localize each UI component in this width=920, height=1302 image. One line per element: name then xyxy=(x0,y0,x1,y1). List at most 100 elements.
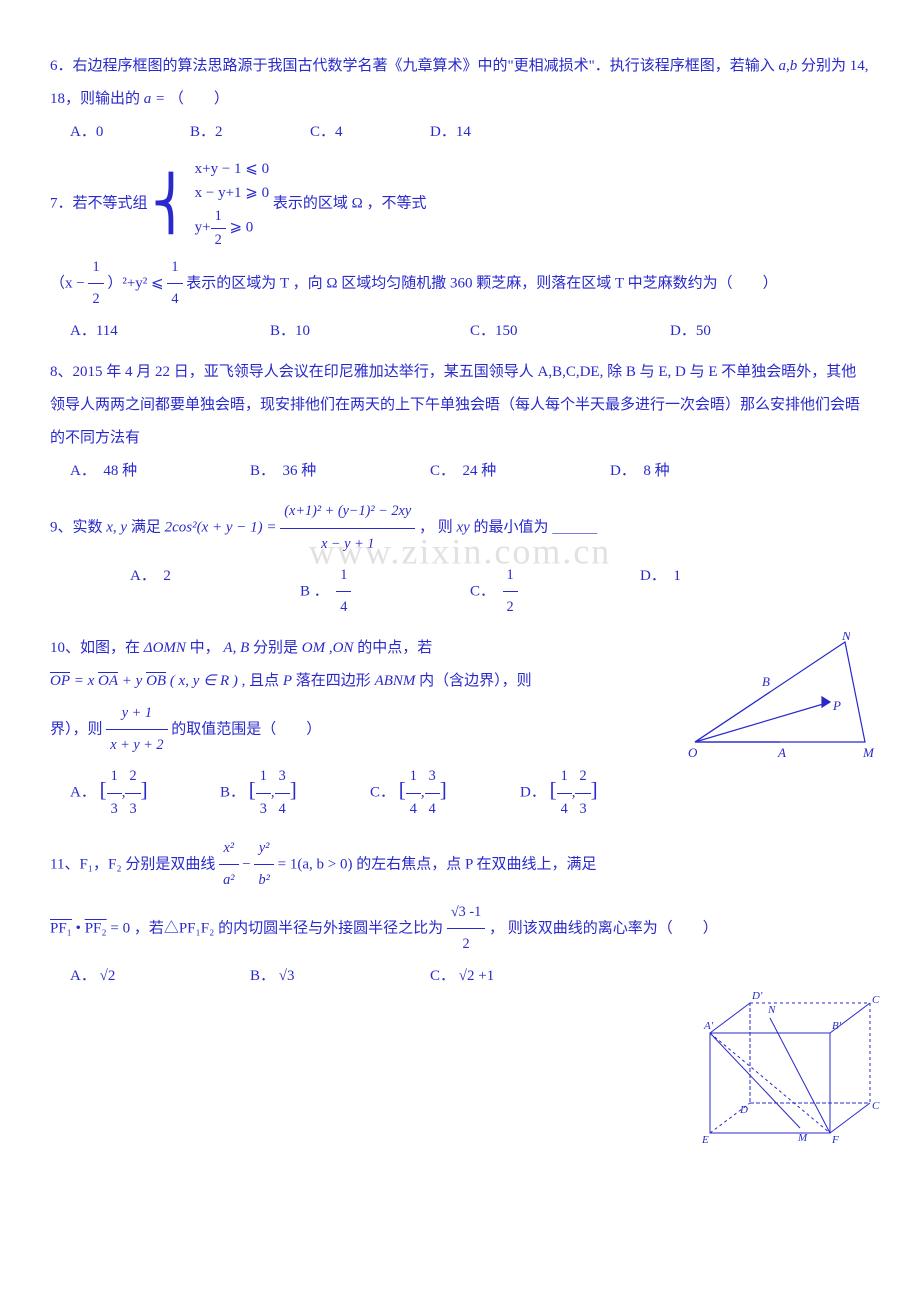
fig-label-O: O xyxy=(688,745,698,760)
q11-ratio: √3 -12 xyxy=(447,897,485,961)
q7-options: A．114 B．10 C．150 D．50 xyxy=(50,315,870,348)
q10-OB: OB xyxy=(146,673,166,689)
cube-E: E xyxy=(701,1134,709,1146)
cube-figure: A' B' C' D' E F C D M N xyxy=(680,983,880,1153)
q10-opt-a: A． [13,23] xyxy=(70,761,150,825)
q6-var: a,b xyxy=(779,58,798,74)
q9-lhs: 2cos²(x + y − 1) = xyxy=(165,520,277,536)
fig-label-B: B xyxy=(762,674,770,689)
q10-l2b: , 且点 xyxy=(242,673,280,689)
q9-lead: 9、实数 xyxy=(50,520,103,536)
q8-text: 8、2015 年 4 月 22 日，亚飞领导人会议在印尼雅加达举行，某五国领导人… xyxy=(50,364,860,446)
brace-icon: ⎨ xyxy=(151,178,190,231)
q11-pf1: PF₁ xyxy=(50,920,72,936)
q10-OA: OA xyxy=(98,673,118,689)
q10-tri: ΔOMN xyxy=(144,640,186,656)
question-6: 6．右边程序框图的算法思路源于我国古代数学名著《九章算术》中的"更相减损术"．执… xyxy=(50,50,870,149)
q6-blank: （ ） xyxy=(169,91,229,107)
question-10: O A M B N P 10、如图，在 ΔOMN 中， A, B 分别是 OM … xyxy=(50,632,870,825)
q10-ABNM: ABNM xyxy=(375,673,416,689)
q9-options: A． 2 B ． 14 C． 12 D． 1 xyxy=(50,560,870,624)
q7-sys3: y+12 ⩾ 0 xyxy=(195,205,270,252)
q7-sys2: x − y+1 ⩾ 0 xyxy=(195,181,270,205)
q10-P: P xyxy=(283,673,292,689)
triangle-figure: O A M B N P xyxy=(680,632,880,762)
question-9: www.zixin.com.cn 9、实数 x, y 满足 2cos²(x + … xyxy=(50,496,870,623)
q7-lead: 7．若不等式组 xyxy=(50,196,148,212)
q11-l2b: ，若△PF₁F₂ 的内切圆半径与外接圆半径之比为 xyxy=(134,920,443,936)
q11-l1a: 11、F₁，F₂ 分别是双曲线 xyxy=(50,856,215,872)
cube-B: B' xyxy=(832,1020,842,1032)
cube-D: D' xyxy=(751,990,763,1002)
q10-l2c: 落在四边形 xyxy=(296,673,371,689)
q11-frac2: y²b² xyxy=(254,833,273,897)
q8-opt-a: A． 48 种 xyxy=(70,455,150,488)
q9-mid: 满足 xyxy=(131,520,161,536)
q10-l1a: 10、如图，在 xyxy=(50,640,140,656)
q11-frac1: x²a² xyxy=(219,833,238,897)
cube-H: D xyxy=(739,1104,748,1116)
q11-l2c: ， 则该双曲线的离心率为（ ） xyxy=(489,920,718,936)
q9-opt-d: D． 1 xyxy=(640,560,720,624)
q6-opt-a: A．0 xyxy=(70,116,150,149)
fig-label-P: P xyxy=(832,698,841,713)
cube-C: C' xyxy=(872,994,880,1006)
cube-A: A' xyxy=(703,1020,714,1032)
fig-label-N: N xyxy=(841,632,852,643)
q7-opt-a: A．114 xyxy=(70,315,150,348)
q7-l2c: 表示的区域为 T ，向 Ω 区域均匀随机撒 360 颗芝麻，则落在区域 T 中芝… xyxy=(186,275,777,291)
q8-opt-c: C． 24 种 xyxy=(430,455,510,488)
q9-opt-c: C． 12 xyxy=(470,560,550,624)
q10-l3b: 的取值范围是（ ） xyxy=(171,721,321,737)
q9-tail: ， 则 xyxy=(419,520,453,536)
q7-tail: 表示的区域 Ω ，不等式 xyxy=(273,196,427,212)
q9-opt-a: A． 2 xyxy=(130,560,210,624)
q6-opt-c: C．4 xyxy=(310,116,390,149)
q10-OP: OP xyxy=(50,673,70,689)
q6-opt-d: D．14 xyxy=(430,116,510,149)
q9-rhs-frac: (x+1)² + (y−1)² − 2xy x − y + 1 xyxy=(280,496,415,560)
q10-l1c: 分别是 xyxy=(253,640,298,656)
cube-F: F xyxy=(831,1134,839,1146)
q11-l1b: = 1(a, b > 0) 的左右焦点，点 P 在双曲线上，满足 xyxy=(278,856,597,872)
q7-frac-half: 12 xyxy=(88,252,103,316)
q10-l1d: 的中点，若 xyxy=(357,640,432,656)
q6-options: A．0 B．2 C．4 D．14 xyxy=(50,116,870,149)
q10-l1b: 中， xyxy=(190,640,220,656)
q7-l2a: （x − xyxy=(50,275,85,291)
q11-opt-b: B． √3 xyxy=(250,960,330,993)
question-11: A' B' C' D' E F C D M N 11、F₁，F₂ 分别是双曲线 … xyxy=(50,833,870,1033)
q9-vars: x, y xyxy=(106,520,127,536)
q9-opt-b: B ． 14 xyxy=(300,560,380,624)
q10-opt-c: C． [14,34] xyxy=(370,761,450,825)
q8-opt-b: B． 36 种 xyxy=(250,455,330,488)
cube-M: M xyxy=(797,1132,808,1144)
q11-pf2: PF₂ xyxy=(85,920,107,936)
cube-G: C xyxy=(872,1100,880,1112)
question-8: 8、2015 年 4 月 22 日，亚飞领导人会议在印尼雅加达举行，某五国领导人… xyxy=(50,356,870,488)
q7-sys1: x+y − 1 ⩽ 0 xyxy=(195,157,270,181)
q10-opt-d: D． [14,23] xyxy=(520,761,600,825)
q7-opt-d: D．50 xyxy=(670,315,750,348)
fig-label-M: M xyxy=(862,745,875,760)
q7-l2b: ）²+y² ⩽ xyxy=(107,275,163,291)
q10-OMON: OM ,ON xyxy=(302,640,354,656)
question-7: 7．若不等式组 ⎨ x+y − 1 ⩽ 0 x − y+1 ⩾ 0 y+12 ⩾… xyxy=(50,157,870,348)
q10-options: A． [13,23] B． [13,34] C． [14,34] D． [14,… xyxy=(50,761,870,825)
cube-N: N xyxy=(767,1004,776,1016)
fig-label-A: A xyxy=(777,745,786,760)
q6-var2: a = xyxy=(144,91,165,107)
q10-paren: ( x, y ∈ R ) xyxy=(170,673,238,689)
q10-l2d: 内（含边界），则 xyxy=(419,673,532,689)
q10-main-frac: y + 1 x + y + 2 xyxy=(106,698,167,762)
q8-options: A． 48 种 B． 36 种 C． 24 种 D． 8 种 xyxy=(50,455,870,488)
q9-xy: xy xyxy=(456,520,469,536)
q7-system: ⎨ x+y − 1 ⩽ 0 x − y+1 ⩾ 0 y+12 ⩾ 0 xyxy=(151,157,269,252)
q11-opt-a: A． √2 xyxy=(70,960,150,993)
q10-AB: A, B xyxy=(223,640,249,656)
q6-opt-b: B．2 xyxy=(190,116,270,149)
q7-frac-quarter: 14 xyxy=(167,252,182,316)
q8-opt-d: D． 8 种 xyxy=(610,455,690,488)
q11-opt-c: C． √2 +1 xyxy=(430,960,510,993)
q10-opt-b: B． [13,34] xyxy=(220,761,300,825)
